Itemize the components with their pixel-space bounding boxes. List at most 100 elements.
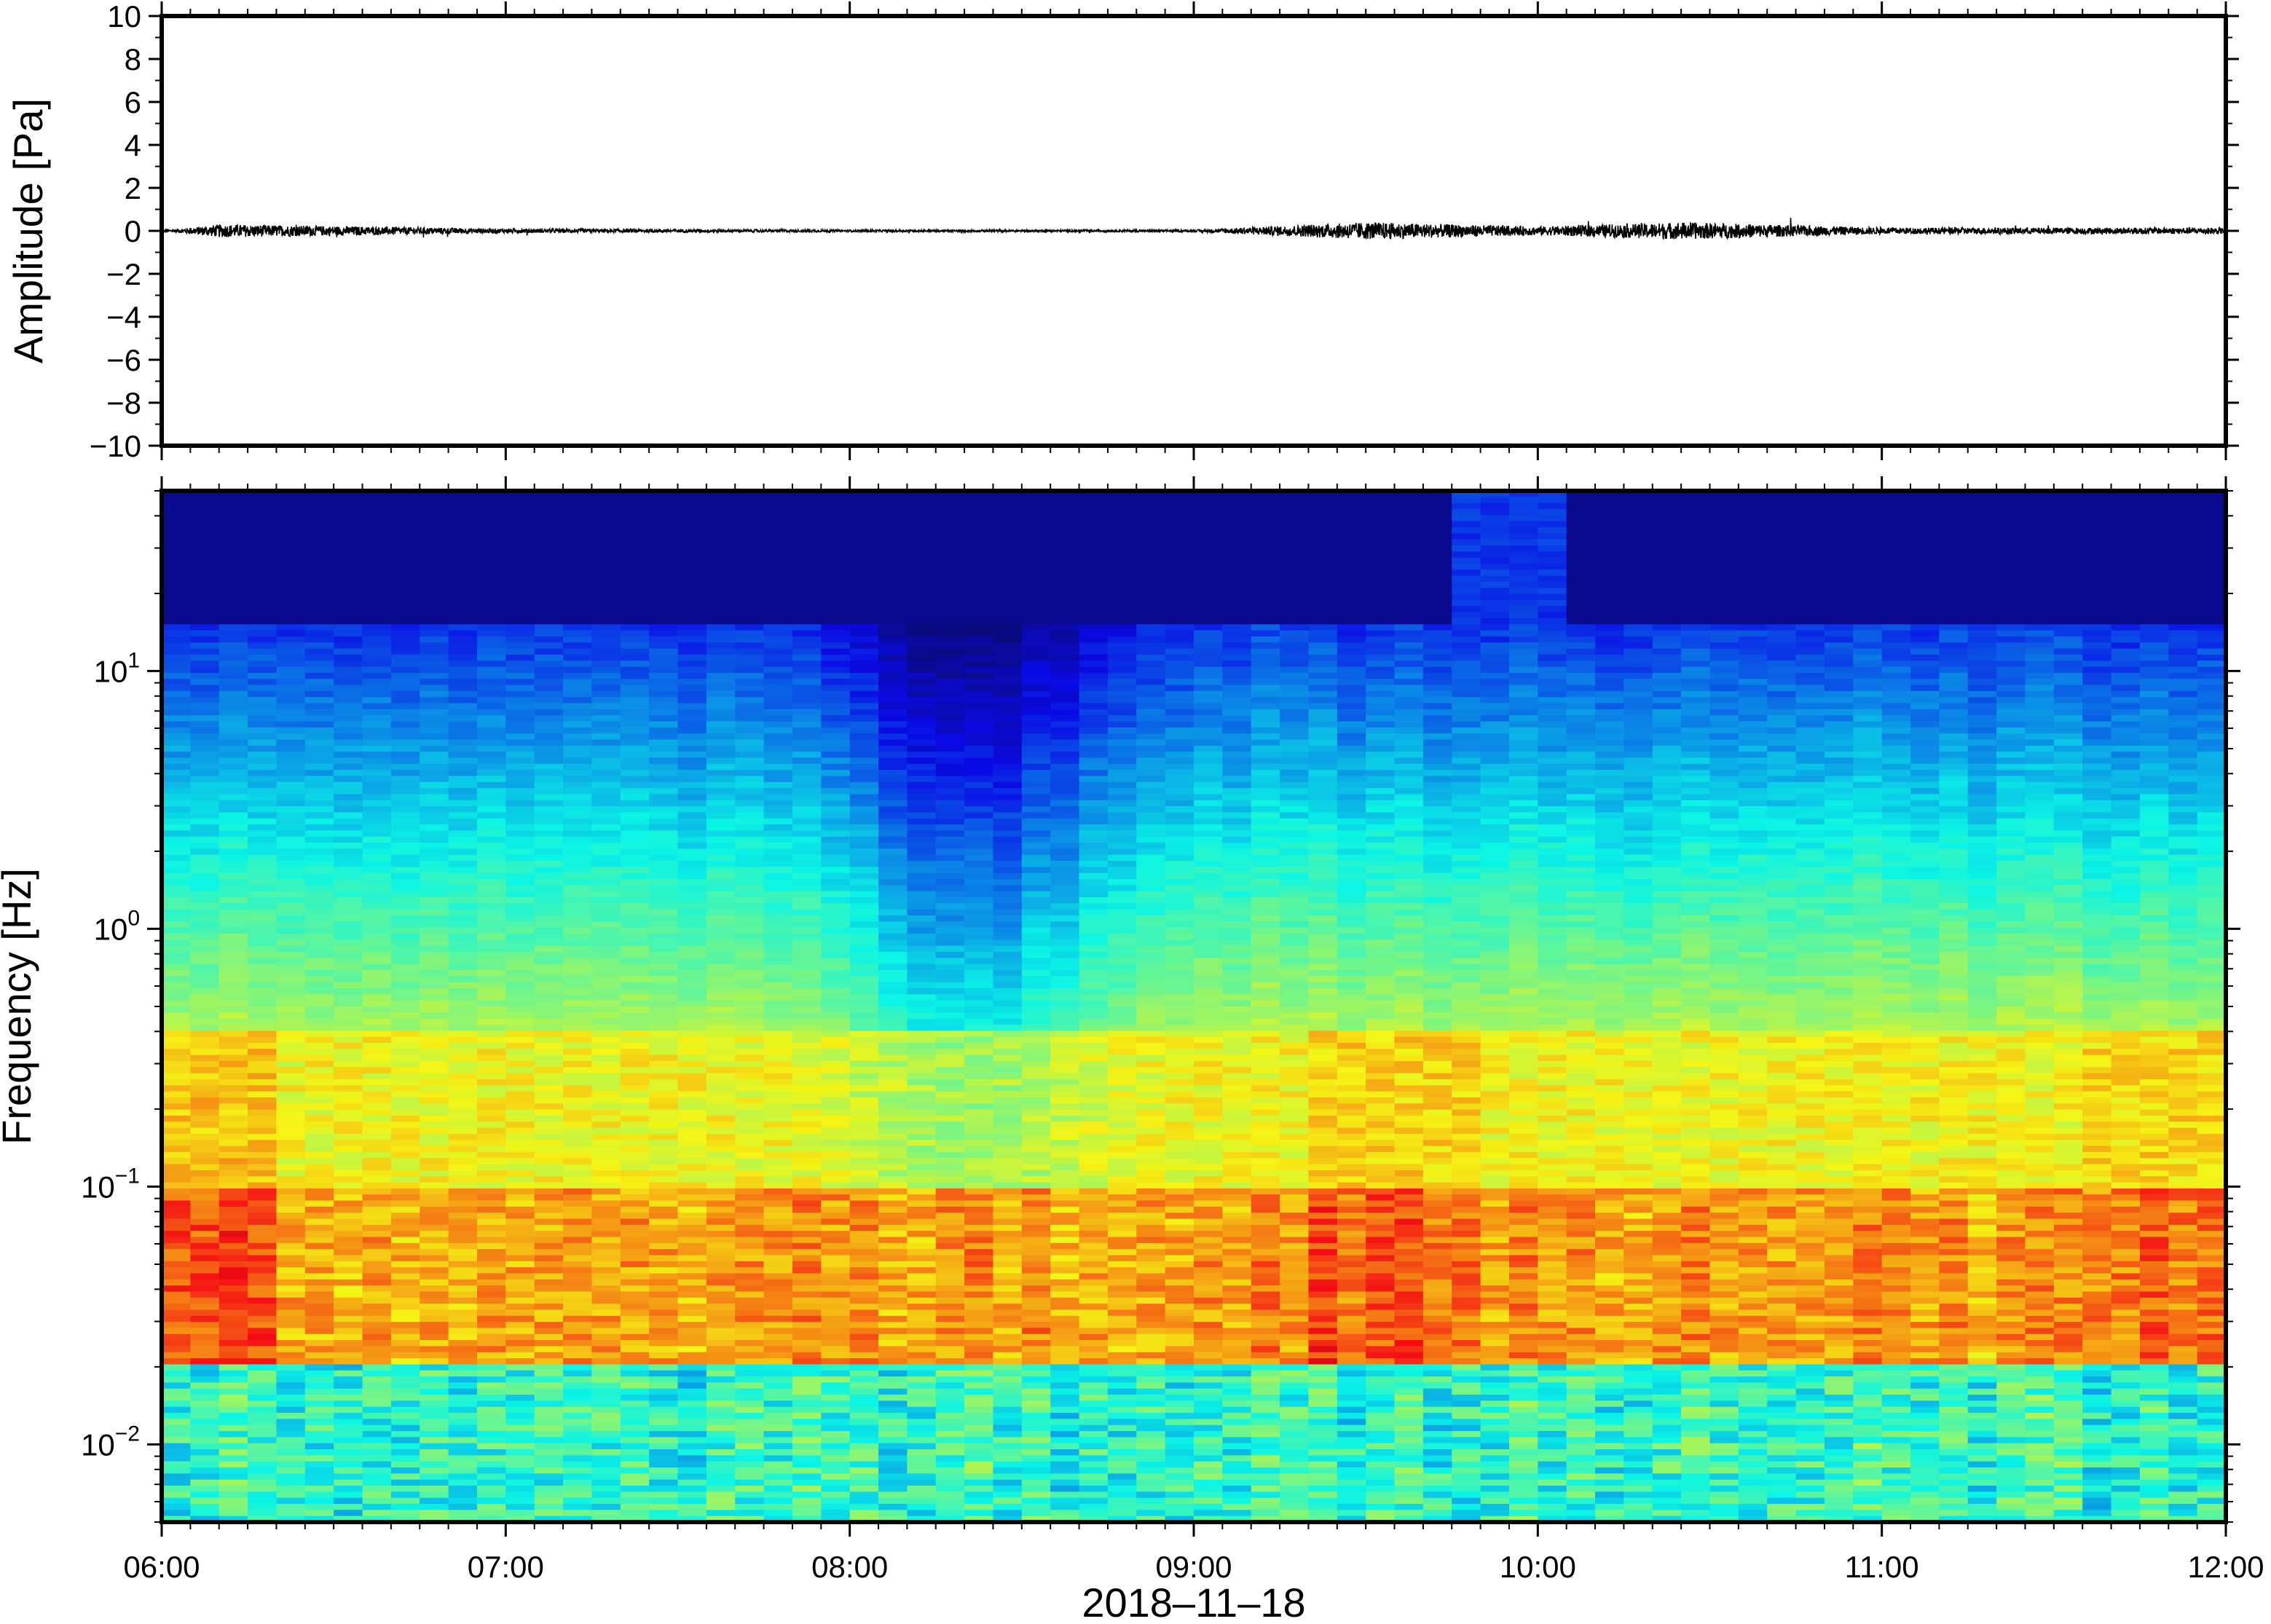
spectrogram-cell <box>162 1376 192 1384</box>
spectrogram-cell <box>849 661 879 668</box>
spectrogram-cell <box>219 891 248 898</box>
spectrogram-cell <box>878 1461 908 1468</box>
spectrogram-cell <box>907 1085 937 1092</box>
spectrogram-cell <box>505 1515 535 1522</box>
spectrogram-cell <box>362 836 392 843</box>
spectrogram-cell <box>677 672 707 680</box>
spectrogram-cell <box>448 903 478 910</box>
spectrogram-cell <box>390 545 421 553</box>
spectrogram-cell <box>649 1510 679 1517</box>
spectrogram-cell <box>677 1340 707 1347</box>
spectrogram-cell <box>649 1413 679 1420</box>
spectrogram-cell <box>706 1315 736 1323</box>
spectrogram-cell <box>505 739 535 746</box>
spectrogram-cell <box>563 679 593 686</box>
spectrogram-cell <box>162 630 192 637</box>
spectrogram-cell <box>849 1424 879 1432</box>
spectrogram-cell <box>334 812 363 819</box>
spectrogram-cell <box>878 1140 908 1147</box>
spectrogram-cell <box>390 879 421 886</box>
spectrogram-cell <box>821 1413 851 1420</box>
spectrogram-cell <box>591 812 621 819</box>
spectrogram-cell <box>735 1224 765 1231</box>
spectrogram-cell <box>620 1085 650 1092</box>
spectrogram-cell <box>591 800 621 807</box>
spectrogram-cell <box>591 1079 621 1087</box>
spectrogram-cell <box>849 539 879 546</box>
spectrogram-cell <box>763 915 793 923</box>
spectrogram-cell <box>162 1213 192 1220</box>
spectrogram-cell <box>534 1376 564 1384</box>
spectrogram-cell <box>390 563 421 571</box>
spectrogram-cell <box>334 1249 363 1256</box>
spectrogram-cell <box>907 1146 937 1153</box>
spectrogram-cell <box>190 770 220 777</box>
spectrogram-cell <box>534 1182 564 1189</box>
spectrogram-cell <box>677 1012 707 1020</box>
spectrogram-cell <box>190 1273 220 1280</box>
spectrogram-cell <box>677 1455 707 1462</box>
spectrogram-cell <box>591 982 621 989</box>
spectrogram-cell <box>304 1206 334 1213</box>
spectrogram-cell <box>476 994 507 1001</box>
spectrogram-cell <box>763 770 793 777</box>
spectrogram-cell <box>706 1328 736 1335</box>
spectrogram-cell <box>849 776 879 783</box>
spectrogram-cell <box>620 606 650 613</box>
spectrogram-cell <box>190 1036 220 1044</box>
spectrogram-cell <box>448 1455 478 1462</box>
spectrogram-cell <box>162 661 192 668</box>
spectrogram-cell <box>362 952 392 959</box>
spectrogram-cell <box>219 1364 248 1371</box>
spectrogram-cell <box>792 1085 822 1092</box>
spectrogram-cell <box>248 1231 278 1238</box>
spectrogram-cell <box>219 654 248 662</box>
spectrogram-cell <box>677 1231 707 1238</box>
spectrogram-cell <box>162 557 192 564</box>
spectrogram-cell <box>821 1231 851 1238</box>
spectrogram-cell <box>706 1491 736 1499</box>
spectrogram-cell <box>706 739 736 746</box>
spectrogram-cell <box>534 1449 564 1457</box>
spectrogram-cell <box>706 497 736 504</box>
spectrogram-cell <box>649 1224 679 1231</box>
spectrogram-cell <box>563 1449 593 1457</box>
spectrogram-cell <box>276 1237 306 1244</box>
spectrogram-cell <box>706 545 736 553</box>
spectrogram-cell <box>821 661 851 668</box>
spectrogram-cell <box>649 1340 679 1347</box>
spectrogram-cell <box>505 672 535 680</box>
spectrogram-cell <box>649 1018 679 1025</box>
spectrogram-cell <box>334 1267 363 1274</box>
spectrogram-cell <box>821 521 851 528</box>
spectrogram-cell <box>534 836 564 843</box>
spectrogram-cell <box>849 763 879 770</box>
spectrogram-cell <box>849 1413 879 1420</box>
spectrogram-cell <box>362 1473 392 1481</box>
spectrogram-cell <box>649 970 679 977</box>
spectrogram-cell <box>448 1388 478 1395</box>
spectrogram-cell <box>190 563 220 571</box>
spectrogram-cell <box>334 551 363 559</box>
spectrogram-cell <box>677 1291 707 1298</box>
spectrogram-cell <box>620 1388 650 1395</box>
spectrogram-cell <box>649 1291 679 1298</box>
spectrogram-cell <box>792 1443 822 1450</box>
spectrogram-cell <box>534 1486 564 1493</box>
spectrogram-cell <box>219 1024 248 1032</box>
spectrogram-cell <box>190 703 220 710</box>
spectrogram-cell <box>706 903 736 910</box>
spectrogram-cell <box>476 988 507 996</box>
spectrogram-cell <box>649 1419 679 1426</box>
spectrogram-cell <box>390 1218 421 1226</box>
spectrogram-cell <box>219 824 248 832</box>
spectrogram-cell <box>735 1188 765 1196</box>
spectrogram-cell <box>821 915 851 923</box>
spectrogram-cell <box>907 599 937 607</box>
spectrogram-cell <box>649 1443 679 1450</box>
spectrogram-cell <box>448 1437 478 1444</box>
spectrogram-cell <box>448 661 478 668</box>
spectrogram-cell <box>563 1419 593 1426</box>
spectrogram-cell <box>420 1194 449 1202</box>
spectrogram-cell <box>420 958 449 965</box>
